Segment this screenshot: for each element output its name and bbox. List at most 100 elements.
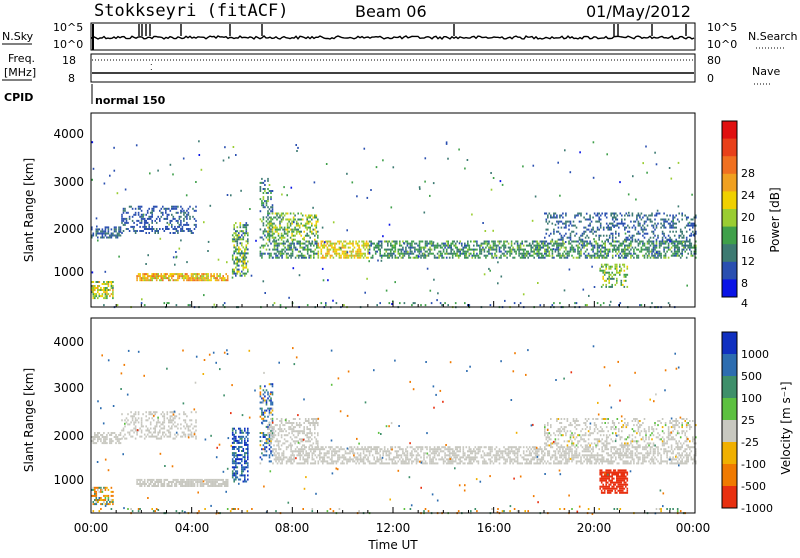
range-cell: [168, 432, 170, 434]
range-cell: [212, 481, 214, 483]
range-cell: [570, 221, 572, 223]
range-cell: [174, 438, 176, 440]
range-cell: [530, 249, 532, 251]
range-cell: [112, 495, 114, 497]
range-cell: [334, 454, 336, 456]
range-cell: [156, 206, 158, 208]
range-cell: [689, 241, 691, 243]
range-cell: [154, 273, 156, 275]
range-cell: [290, 456, 292, 458]
range-cell: [579, 257, 581, 259]
range-cell: [127, 432, 129, 434]
range-cell: [434, 462, 436, 464]
range-cell: [300, 231, 302, 233]
range-cell: [266, 216, 268, 218]
range-cell: [373, 462, 375, 464]
range-cell: [411, 245, 413, 247]
range-cell: [475, 452, 477, 454]
range-cell: [481, 245, 483, 247]
range-cell: [328, 253, 330, 255]
range-cell: [161, 423, 163, 425]
range-cell: [434, 245, 436, 247]
range-cell: [343, 458, 345, 460]
range-cell: [246, 462, 248, 464]
range-cell: [372, 454, 374, 456]
range-cell: [232, 271, 234, 273]
range-cell: [186, 228, 188, 230]
range-cell: [674, 253, 676, 255]
range-cell: [357, 251, 359, 253]
range-cell: [579, 239, 581, 241]
range-cell: [325, 304, 327, 306]
range-cell: [106, 295, 108, 297]
range-cell: [277, 458, 279, 460]
range-cell: [524, 241, 526, 243]
range-cell: [491, 450, 493, 452]
range-cell: [151, 279, 153, 281]
range-cell: [386, 255, 388, 257]
range-cell: [653, 233, 655, 235]
range-cell: [348, 243, 350, 245]
range-cell: [216, 481, 218, 483]
range-cell: [384, 241, 386, 243]
range-cell: [261, 452, 263, 454]
range-cell: [296, 249, 298, 251]
range-cell: [342, 454, 344, 456]
noise-cell: [203, 294, 205, 296]
range-cell: [272, 420, 274, 422]
range-cell: [419, 243, 421, 245]
range-cell: [614, 221, 616, 223]
range-cell: [241, 436, 243, 438]
range-cell: [94, 434, 96, 436]
range-cell: [308, 221, 310, 223]
range-cell: [530, 251, 532, 253]
range-cell: [663, 225, 665, 227]
noise-cell: [490, 172, 492, 174]
range-cell: [132, 430, 134, 432]
range-cell: [665, 237, 667, 239]
range-cell: [684, 241, 686, 243]
range-cell: [627, 255, 629, 257]
range-cell: [420, 450, 422, 452]
range-cell: [416, 255, 418, 257]
range-cell: [614, 213, 616, 215]
power-cb-tick-4: 4: [741, 297, 748, 310]
range-cell: [293, 456, 295, 458]
range-cell: [100, 295, 102, 297]
range-cell: [490, 446, 492, 448]
range-cell: [600, 255, 602, 257]
range-cell: [277, 257, 279, 259]
range-cell: [425, 452, 427, 454]
range-cell: [269, 217, 271, 219]
range-cell: [267, 213, 269, 215]
range-cell: [111, 442, 113, 444]
range-cell: [151, 228, 153, 230]
range-cell: [177, 277, 179, 279]
range-cell: [272, 448, 274, 450]
range-cell: [177, 206, 179, 208]
range-cell: [440, 302, 442, 304]
range-cell: [464, 243, 466, 245]
range-cell: [274, 253, 276, 255]
range-cell: [434, 452, 436, 454]
range-cell: [294, 227, 296, 229]
range-cell: [195, 421, 197, 423]
power-colorbar-swatch: [722, 191, 737, 209]
range-cell: [261, 257, 263, 259]
range-cell: [339, 454, 341, 456]
range-cell: [650, 251, 652, 253]
range-cell: [479, 245, 481, 247]
range-cell: [316, 221, 318, 223]
range-cell: [635, 227, 637, 229]
range-cell: [121, 216, 123, 218]
range-cell: [235, 436, 237, 438]
range-cell: [671, 239, 673, 241]
range-cell: [96, 287, 98, 289]
range-cell: [526, 245, 528, 247]
range-cell: [167, 208, 169, 210]
range-cell: [299, 458, 301, 460]
range-cell: [247, 466, 249, 468]
range-cell: [157, 216, 159, 218]
range-cell: [583, 247, 585, 249]
range-cell: [686, 217, 688, 219]
